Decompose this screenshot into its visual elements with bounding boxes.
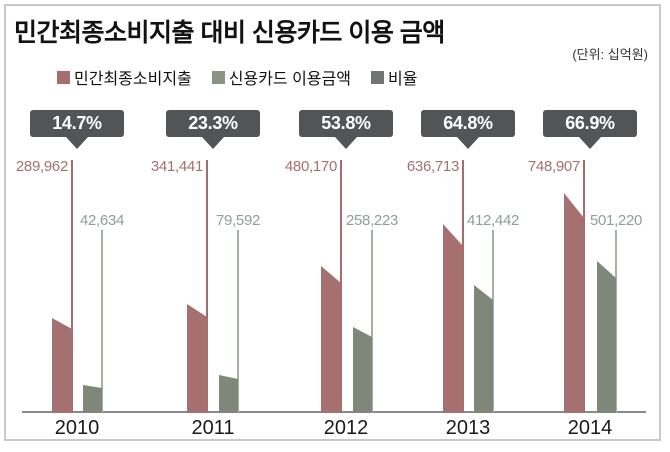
credit-guide-line — [101, 230, 103, 413]
ratio-badge-pointer-icon — [202, 137, 224, 149]
year-label: 2012 — [323, 417, 369, 439]
consumption-value-label: 341,441 — [150, 158, 203, 175]
ratio-badge-pointer-icon — [579, 137, 601, 149]
consumption-swatch-icon — [57, 70, 70, 84]
consumption-bar — [187, 304, 207, 413]
consumption-bar — [564, 193, 584, 413]
ratio-badge: 64.8% — [421, 110, 515, 137]
credit-bar — [474, 285, 493, 413]
legend-item-ratio: 비율 — [370, 65, 418, 89]
ratio-badge-pointer-icon — [66, 137, 88, 149]
consumption-bar — [443, 224, 463, 413]
year-label: 2010 — [54, 417, 100, 439]
consumption-bar — [321, 266, 341, 413]
legend: 민간최종소비지출 신용카드 이용금액 비율 — [57, 65, 417, 89]
credit-bar — [353, 327, 372, 413]
ratio-swatch-icon — [370, 70, 384, 84]
year-label: 2013 — [445, 417, 491, 439]
legend-label: 민간최종소비지출 — [74, 71, 192, 88]
ratio-badge: 53.8% — [299, 110, 393, 137]
credit-value-label: 501,220 — [589, 212, 643, 229]
ratio-badge-label: 53.8% — [321, 113, 371, 133]
ratio-badge-label: 23.3% — [188, 113, 238, 133]
credit-bar — [597, 261, 616, 413]
unit-note: (단위: 십억원) — [572, 47, 648, 62]
ratio-badge: 66.9% — [543, 110, 637, 137]
credit-value-label: 412,442 — [466, 212, 520, 229]
credit-value-label: 79,592 — [215, 212, 261, 229]
ratio-badge-label: 66.9% — [565, 113, 615, 133]
consumption-guide-line — [206, 160, 208, 413]
consumption-value-label: 480,170 — [284, 158, 337, 175]
year-label: 2011 — [191, 417, 235, 439]
legend-item-consumption: 민간최종소비지출 — [57, 65, 192, 89]
ratio-badge: 14.7% — [30, 110, 124, 137]
credit-value-label: 258,223 — [345, 212, 399, 229]
legend-item-credit: 신용카드 이용금액 — [211, 65, 351, 89]
legend-label: 비율 — [387, 71, 418, 88]
ratio-badge-pointer-icon — [457, 137, 479, 149]
year-label: 2014 — [567, 417, 613, 439]
credit-guide-line — [371, 230, 373, 413]
credit-bar — [219, 375, 238, 413]
ratio-badge-label: 14.7% — [52, 113, 102, 133]
consumption-value-label: 748,907 — [527, 158, 580, 175]
ratio-badge: 23.3% — [166, 110, 260, 137]
legend-label: 신용카드 이용금액 — [228, 71, 351, 88]
credit-value-label: 42,634 — [79, 212, 125, 229]
credit-guide-line — [237, 230, 239, 413]
credit-bar — [83, 385, 102, 413]
credit-swatch-icon — [211, 70, 225, 84]
chart-title: 민간최종소비지출 대비 신용카드 이용 금액 — [14, 19, 445, 47]
consumption-bar — [52, 318, 72, 413]
consumption-value-label: 289,962 — [15, 158, 68, 175]
consumption-guide-line — [71, 160, 73, 413]
ratio-badge-label: 64.8% — [443, 113, 493, 133]
ratio-badge-pointer-icon — [335, 137, 357, 149]
consumption-value-label: 636,713 — [406, 158, 459, 175]
